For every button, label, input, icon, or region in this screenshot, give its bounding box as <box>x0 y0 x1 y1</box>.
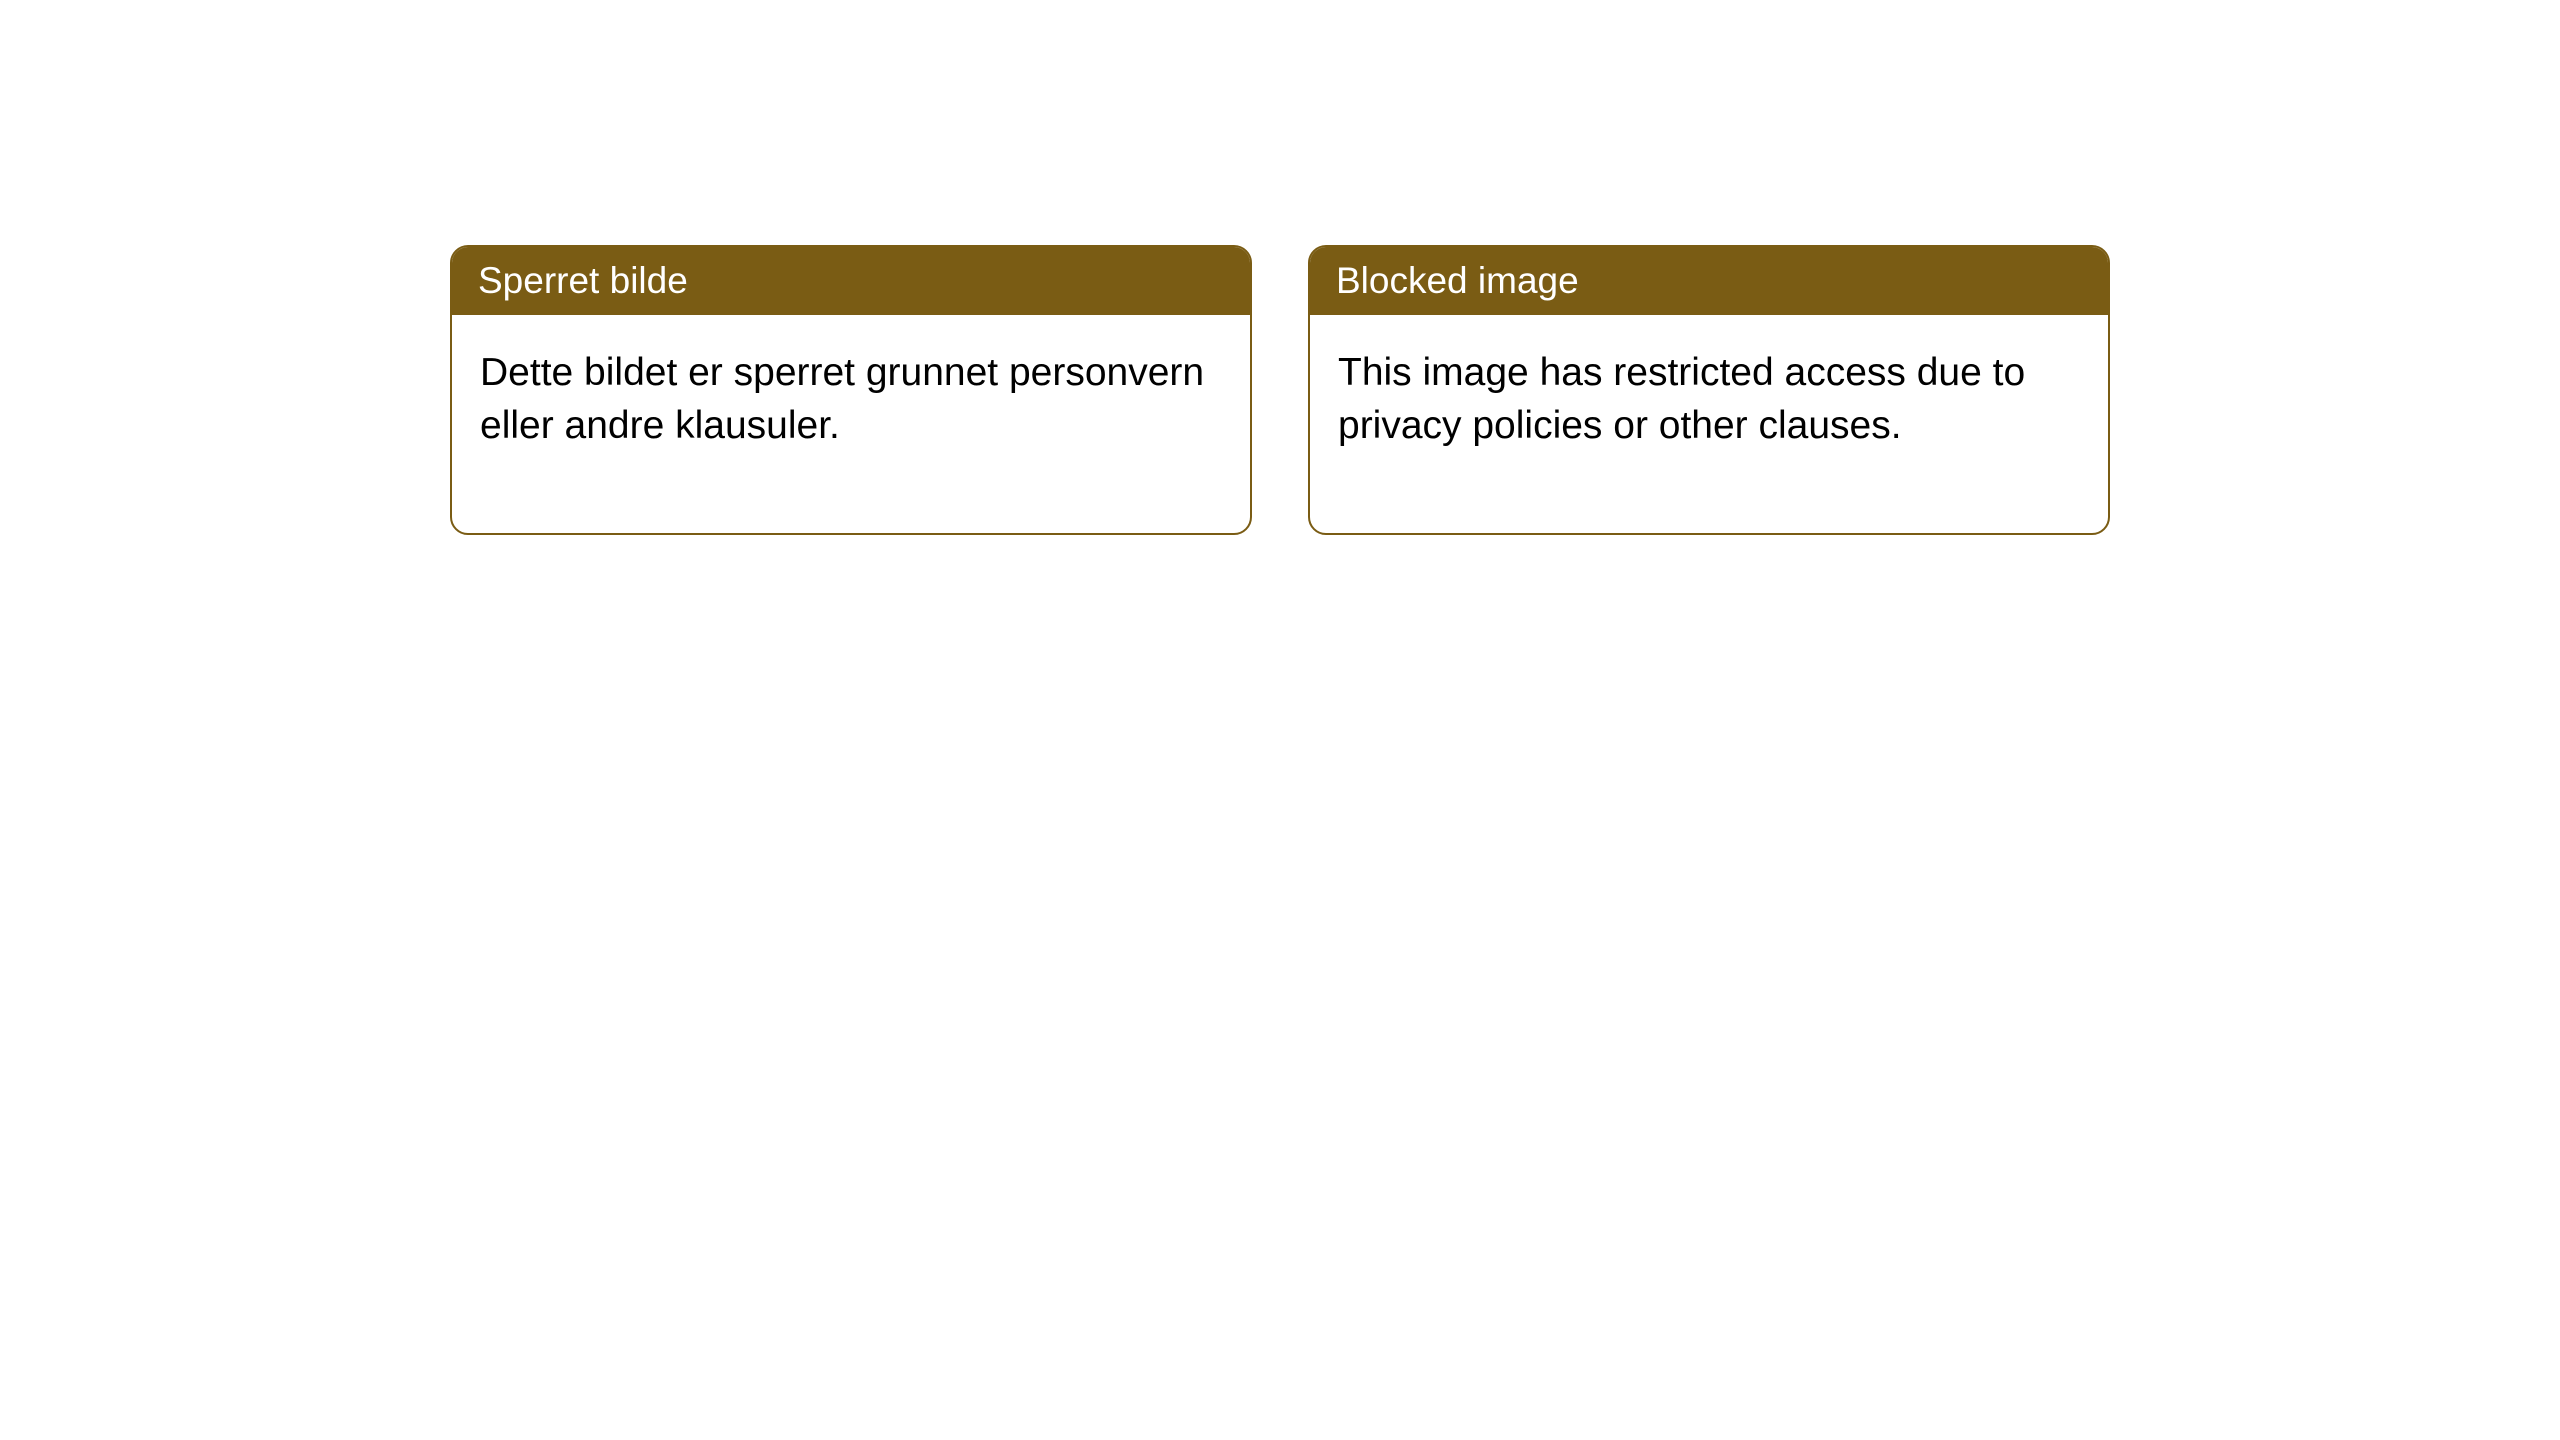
notice-title-norwegian: Sperret bilde <box>452 247 1250 315</box>
notice-card-english: Blocked image This image has restricted … <box>1308 245 2110 535</box>
notice-card-norwegian: Sperret bilde Dette bildet er sperret gr… <box>450 245 1252 535</box>
notice-title-english: Blocked image <box>1310 247 2108 315</box>
notice-body-english: This image has restricted access due to … <box>1310 315 2108 532</box>
notice-body-norwegian: Dette bildet er sperret grunnet personve… <box>452 315 1250 532</box>
notice-container: Sperret bilde Dette bildet er sperret gr… <box>450 245 2110 535</box>
